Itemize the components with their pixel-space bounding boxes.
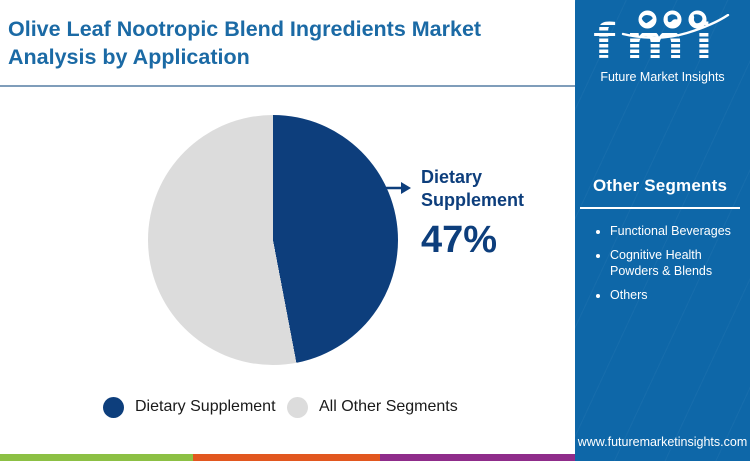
legend-swatch-navy bbox=[103, 396, 124, 418]
logo-tagline: Future Market Insights bbox=[600, 70, 725, 84]
legend: Dietary Supplement All Other Segments bbox=[0, 394, 575, 422]
strip-segment-orange bbox=[193, 454, 380, 461]
globe-asia-icon bbox=[688, 10, 707, 29]
strip-segment-purple bbox=[380, 454, 577, 461]
list-item: Cognitive Health Powders & Blends bbox=[610, 247, 738, 280]
swoosh-icon bbox=[621, 14, 730, 39]
other-segments-divider bbox=[580, 207, 740, 209]
callout-value: 47% bbox=[421, 219, 498, 261]
pie-callout: Dietary Supplement 47% bbox=[421, 166, 551, 259]
globe-europe-icon bbox=[663, 10, 682, 29]
brand-sidebar: fmi Future Market Insights Other Segment… bbox=[575, 0, 750, 461]
title-divider bbox=[0, 85, 575, 87]
strip-segment-green bbox=[0, 454, 193, 461]
list-item: Others bbox=[610, 287, 738, 304]
chart-area: Olive Leaf Nootropic Blend Ingredients M… bbox=[0, 17, 577, 461]
globe-americas-icon bbox=[638, 10, 657, 29]
footer-color-strip bbox=[0, 454, 577, 461]
logo-globes bbox=[638, 10, 707, 29]
fmi-logo: fmi Future Market Insights bbox=[591, 6, 734, 84]
legend-label: Dietary Supplement bbox=[135, 398, 276, 415]
other-segments-section: Other Segments Functional Beverages Cogn… bbox=[580, 176, 742, 310]
page-title: Olive Leaf Nootropic Blend Ingredients M… bbox=[8, 17, 482, 69]
other-segments-list: Functional Beverages Cognitive Health Po… bbox=[580, 223, 742, 303]
other-segments-title: Other Segments bbox=[593, 176, 728, 195]
website-url: www.futuremarketinsights.com bbox=[577, 435, 748, 449]
legend-item-dietary-supplement: Dietary Supplement bbox=[103, 394, 276, 420]
list-item: Functional Beverages bbox=[610, 223, 738, 240]
legend-item-all-other-segments: All Other Segments bbox=[287, 394, 458, 420]
pie-chart bbox=[148, 115, 398, 365]
legend-label: All Other Segments bbox=[319, 398, 458, 415]
callout-arrow-icon bbox=[383, 182, 411, 194]
legend-swatch-gray bbox=[287, 396, 308, 418]
callout-label: Dietary Supplement bbox=[421, 167, 525, 210]
